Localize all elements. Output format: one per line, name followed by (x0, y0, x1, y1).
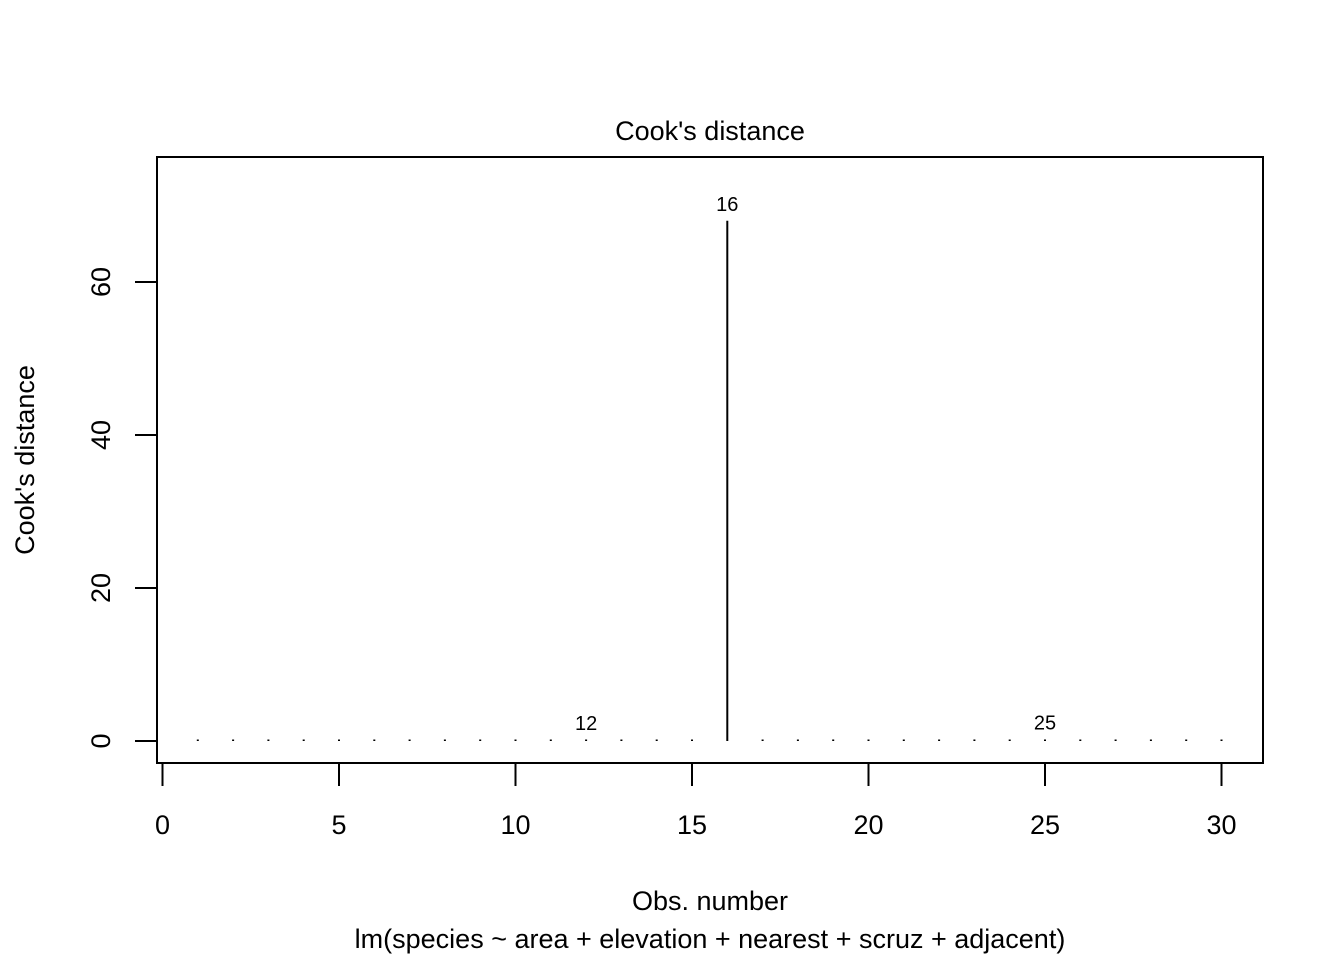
y-axis-title: Cook's distance (10, 365, 40, 555)
x-axis: 0 5 10 15 20 25 30 (155, 762, 1237, 840)
chart-subtitle: lm(species ~ area + elevation + nearest … (355, 924, 1066, 954)
x-tick-label: 0 (155, 810, 170, 840)
x-axis-title: Obs. number (632, 886, 788, 916)
x-tick-label: 5 (331, 810, 346, 840)
chart-title: Cook's distance (615, 116, 805, 146)
x-tick-label: 15 (677, 810, 707, 840)
y-tick-label: 60 (86, 267, 116, 297)
point-label-12: 12 (575, 713, 597, 735)
point-label-25: 25 (1034, 712, 1056, 734)
x-tick-label: 30 (1206, 810, 1236, 840)
y-tick-label: 0 (86, 733, 116, 748)
y-tick-label: 40 (86, 420, 116, 450)
point-label-16: 16 (716, 194, 738, 216)
y-tick-label: 20 (86, 573, 116, 603)
data-spikes (196, 220, 1223, 741)
x-tick-label: 25 (1030, 810, 1060, 840)
x-tick-label: 20 (853, 810, 883, 840)
plot-frame (156, 156, 1264, 764)
y-axis: 0 20 40 60 (86, 267, 158, 749)
x-tick-label: 10 (500, 810, 530, 840)
point-labels: 12 16 25 (575, 194, 1056, 735)
